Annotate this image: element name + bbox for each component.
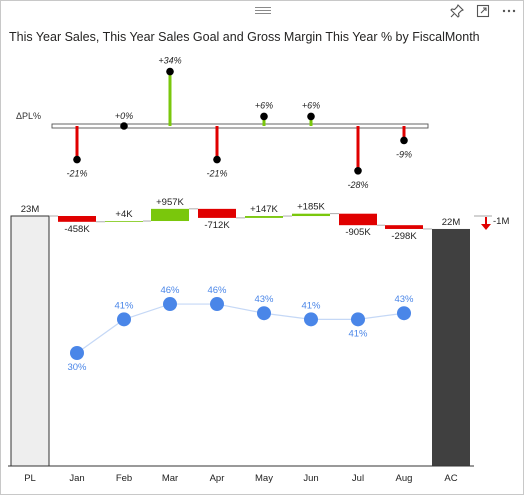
delta-pin-head bbox=[260, 112, 268, 121]
category-tick-label: Mar bbox=[162, 473, 178, 484]
waterfall-delta-bar bbox=[339, 213, 377, 226]
waterfall-end-label: 22M bbox=[442, 217, 461, 228]
waterfall-delta-label: +147K bbox=[250, 204, 278, 215]
delta-pin-head bbox=[166, 67, 174, 76]
gross-margin-point bbox=[70, 346, 84, 360]
waterfall-delta-label: +957K bbox=[156, 197, 184, 208]
waterfall-delta-bar bbox=[385, 225, 423, 229]
delta-pin-label: -28% bbox=[347, 180, 368, 190]
more-options-icon[interactable] bbox=[501, 3, 517, 19]
waterfall-delta-label: -458K bbox=[64, 224, 90, 235]
delta-pin-label: +0% bbox=[115, 111, 133, 121]
gross-margin-label: 46% bbox=[207, 285, 227, 296]
gross-margin-label: 46% bbox=[160, 285, 180, 296]
delta-pin-label: -21% bbox=[66, 169, 87, 179]
waterfall-delta-bar bbox=[151, 208, 189, 222]
waterfall-delta-label: -712K bbox=[204, 220, 230, 231]
gross-margin-label: 43% bbox=[254, 294, 274, 305]
delta-pin-label: -21% bbox=[206, 169, 227, 179]
chart-title: This Year Sales, This Year Sales Goal an… bbox=[9, 30, 480, 44]
delta-pin-head bbox=[354, 167, 362, 175]
delta-pin-label: -9% bbox=[396, 149, 412, 159]
category-tick-label: Jan bbox=[69, 473, 84, 484]
category-tick-label: Jun bbox=[303, 473, 318, 484]
waterfall-delta-label: -905K bbox=[345, 227, 371, 238]
category-tick-label: Aug bbox=[396, 473, 413, 484]
visual-header-toolbar bbox=[449, 3, 517, 19]
total-delta-label: -1M bbox=[493, 216, 509, 227]
waterfall-delta-bar bbox=[245, 216, 283, 218]
drag-handle[interactable] bbox=[255, 7, 271, 15]
gross-margin-point bbox=[304, 312, 318, 327]
waterfall-end-bar bbox=[432, 228, 470, 466]
delta-pin-head bbox=[213, 155, 221, 164]
waterfall-delta-bar bbox=[198, 208, 236, 218]
waterfall-delta-bar bbox=[105, 221, 143, 222]
waterfall-start-label: 23M bbox=[21, 204, 40, 215]
delta-pin-head bbox=[73, 155, 81, 164]
delta-pin-label: +6% bbox=[255, 100, 273, 110]
gross-margin-line bbox=[76, 303, 405, 354]
waterfall-delta-bar bbox=[292, 213, 330, 217]
waterfall-delta-label: +185K bbox=[297, 202, 325, 213]
focus-mode-icon[interactable] bbox=[475, 3, 491, 19]
delta-pin-label: +6% bbox=[302, 100, 320, 110]
gross-margin-label: 41% bbox=[114, 300, 134, 311]
category-tick-label: Apr bbox=[210, 473, 225, 484]
delta-pin-label: +34% bbox=[158, 56, 181, 66]
category-tick-label: PL bbox=[24, 473, 36, 484]
delta-row-label: ΔPL% bbox=[16, 111, 41, 121]
gross-margin-label: 30% bbox=[67, 362, 87, 373]
total-delta-arrow-head bbox=[481, 224, 491, 230]
gross-margin-point bbox=[351, 312, 365, 327]
gross-margin-point bbox=[397, 306, 411, 321]
gross-margin-label: 43% bbox=[394, 294, 414, 305]
delta-pin-head bbox=[307, 112, 315, 121]
category-tick-label: May bbox=[255, 473, 273, 484]
delta-pin-head bbox=[400, 136, 408, 145]
pin-icon[interactable] bbox=[449, 3, 465, 19]
waterfall-delta-label: +4K bbox=[115, 209, 133, 220]
gross-margin-point bbox=[257, 306, 271, 321]
delta-axis bbox=[51, 123, 429, 129]
gross-margin-point bbox=[163, 297, 177, 312]
waterfall-start-bar bbox=[10, 215, 50, 467]
gross-margin-point bbox=[210, 297, 224, 312]
category-tick-label: Feb bbox=[116, 473, 132, 484]
category-tick-label: AC bbox=[444, 473, 457, 484]
category-tick-label: Jul bbox=[352, 473, 364, 484]
gross-margin-point bbox=[117, 312, 131, 327]
gross-margin-label: 41% bbox=[301, 300, 321, 311]
waterfall-delta-label: -298K bbox=[391, 231, 417, 242]
waterfall-delta-bar bbox=[58, 216, 96, 222]
gross-margin-label: 41% bbox=[348, 328, 368, 339]
delta-pin-head bbox=[120, 122, 128, 130]
